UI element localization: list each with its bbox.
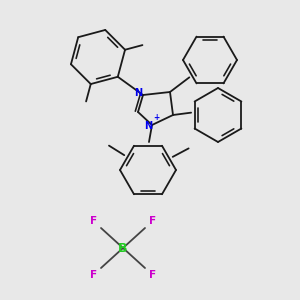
Text: +: +: [153, 113, 159, 122]
Text: N: N: [134, 88, 142, 98]
Text: F: F: [149, 216, 156, 226]
Text: F: F: [149, 270, 156, 280]
Text: B: B: [118, 242, 128, 254]
Text: F: F: [90, 270, 97, 280]
Text: F: F: [90, 216, 97, 226]
Text: N: N: [144, 121, 152, 131]
